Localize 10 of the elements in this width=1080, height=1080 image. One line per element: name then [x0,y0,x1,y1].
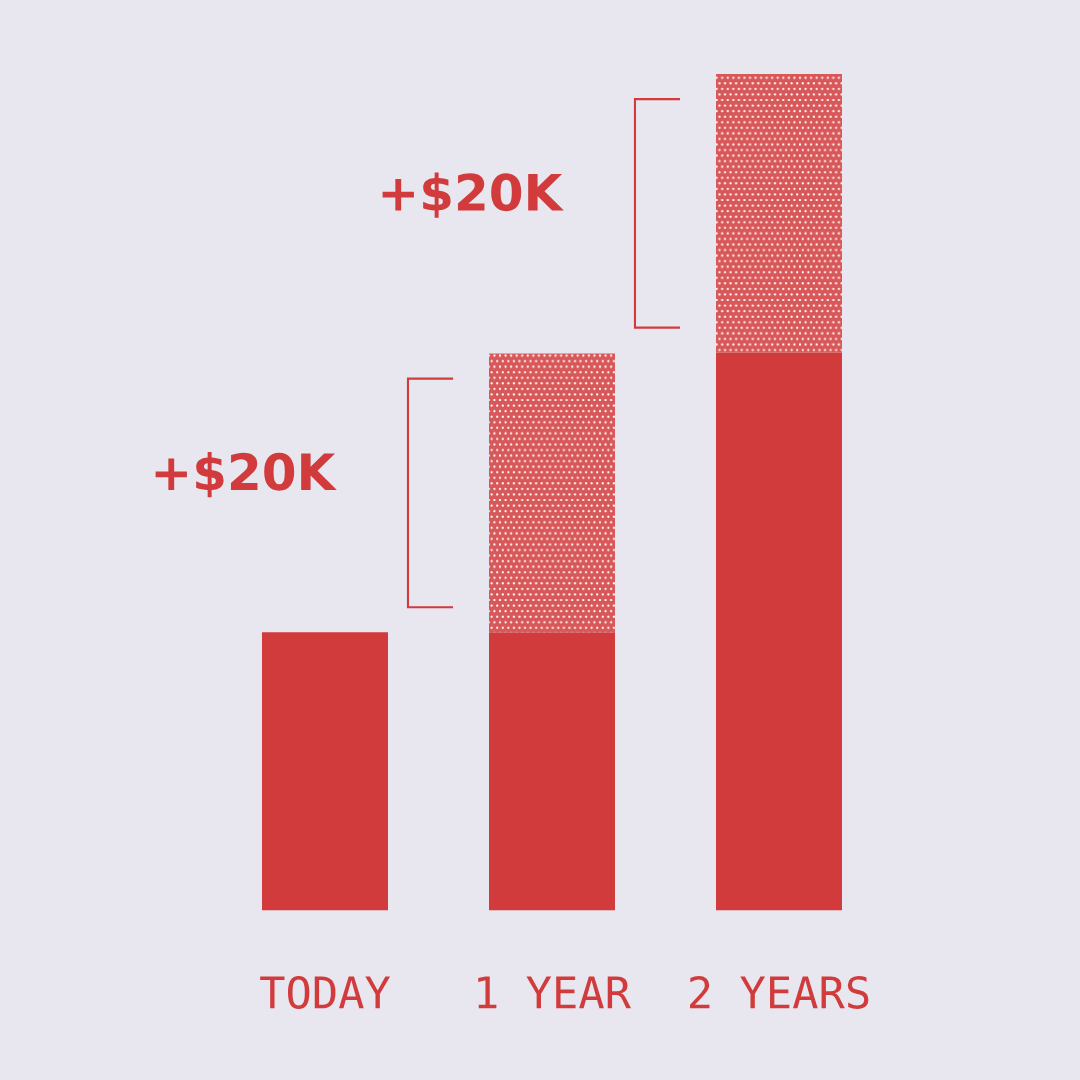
x-tick-label: 2 YEARS [690,975,869,1009]
annotation: +$20K [155,451,337,498]
bar [262,632,388,911]
x-tick-label: TODAY [260,975,391,1009]
bar [716,352,842,911]
bar [716,74,842,353]
x-tick-label: 1 YEAR [478,976,632,1009]
bar [489,353,615,633]
bar [489,632,615,911]
annotation: +$20K [382,172,564,218]
